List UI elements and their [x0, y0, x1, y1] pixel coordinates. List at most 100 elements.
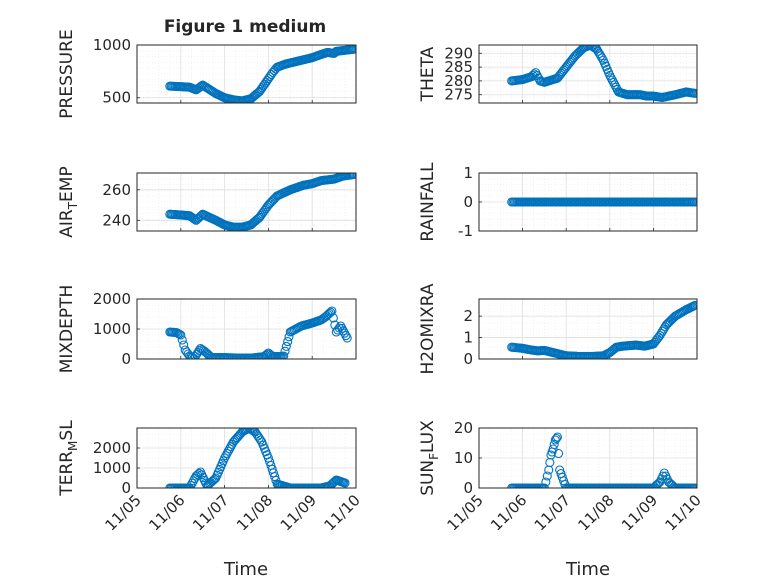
axes-box [478, 44, 698, 104]
data-point [550, 435, 560, 445]
y-tick-label: 20 [454, 419, 473, 437]
y-tick-label: -1 [458, 222, 473, 240]
x-tick-label: 11/06 [487, 491, 530, 534]
data-point [223, 446, 233, 456]
subplot-1: 500 1000 PRESSURE [57, 29, 357, 119]
y-tick-label: 0 [463, 479, 473, 497]
data-point [221, 451, 231, 461]
x-tick-label: 11/05 [444, 491, 487, 534]
y-tick-label: 500 [102, 89, 131, 107]
marker-group [507, 197, 697, 207]
x-axis-label-left: Time [223, 559, 268, 580]
data-point [280, 346, 290, 356]
marker-group [165, 306, 352, 359]
data-point [552, 432, 563, 442]
x-tick-label: 11/07 [189, 491, 232, 534]
data-point [277, 481, 287, 488]
y-tick-label: 0 [121, 350, 131, 368]
x-tick-label: 11/09 [618, 491, 661, 534]
data-point [327, 306, 337, 316]
data-point [594, 49, 604, 59]
data-point [273, 479, 284, 488]
y-axis-label: MIXDEPTH [57, 285, 77, 374]
subplot-4: -1 0 1 RAINFALL [418, 162, 698, 242]
data-point [174, 329, 184, 339]
y-axis-label: TERRMSL [57, 420, 80, 497]
data-point [177, 335, 187, 345]
data-point [690, 483, 697, 488]
y-tick-label: 280 [444, 72, 473, 90]
y-tick-label: 260 [102, 181, 131, 199]
data-point [220, 453, 230, 463]
x-tick-label: 11/07 [531, 491, 574, 534]
data-point [326, 307, 336, 317]
data-point [528, 70, 538, 80]
data-point [225, 444, 235, 454]
data-point [187, 478, 197, 488]
x-tick-label: 11/09 [277, 491, 320, 534]
data-point [272, 479, 282, 488]
subplot-3: 240 260 AIRTEMP [57, 166, 357, 238]
data-point [176, 330, 186, 340]
data-point [605, 70, 615, 80]
data-point [222, 448, 232, 458]
data-point [349, 173, 356, 180]
axes-box [136, 44, 357, 104]
data-point [338, 326, 348, 336]
figure-title: Figure 1 medium [164, 17, 326, 37]
y-tick-label: 2 [463, 307, 473, 325]
data-point [548, 444, 558, 454]
data-point [690, 197, 697, 207]
axes-box [478, 172, 698, 232]
data-point [690, 88, 697, 98]
y-tick-label: 240 [102, 211, 131, 229]
y-axis-label: THETA [418, 46, 438, 102]
axes-box [136, 427, 357, 489]
axes-box [478, 427, 698, 489]
axes-box [136, 172, 357, 232]
y-tick-label: 0 [463, 350, 473, 368]
marker-group [165, 173, 356, 231]
x-tick-label: 11/10 [321, 491, 364, 534]
data-point [204, 350, 214, 359]
data-point [328, 313, 338, 323]
data-point [185, 351, 195, 359]
y-tick-label: 0 [121, 479, 131, 497]
data-point [341, 331, 351, 341]
marker-group [507, 432, 697, 488]
data-point [607, 75, 617, 85]
x-tick-label: 11/08 [574, 491, 617, 534]
data-point [554, 448, 564, 459]
data-point [541, 477, 551, 487]
data-point [596, 51, 606, 61]
data-point [188, 476, 199, 486]
y-axis-label: RAINFALL [418, 162, 438, 242]
data-point [606, 73, 616, 83]
data-point [610, 80, 620, 90]
data-point [255, 435, 266, 445]
data-point [185, 483, 195, 488]
data-point [284, 332, 294, 342]
x-tick-label: 11/10 [662, 491, 705, 534]
y-tick-label: 1000 [93, 320, 131, 338]
y-tick-label: 290 [444, 44, 473, 62]
marker-group [165, 428, 350, 488]
data-point [549, 439, 559, 450]
marker-group [165, 45, 356, 103]
y-tick-label: 0 [463, 193, 473, 211]
x-tick-label: 11/06 [145, 491, 188, 534]
data-point [542, 471, 552, 481]
y-tick-label: 275 [444, 86, 473, 104]
data-point [342, 333, 352, 343]
data-point [275, 480, 285, 488]
y-tick-label: 1 [463, 329, 473, 347]
data-point [196, 81, 206, 91]
data-point [186, 481, 196, 488]
data-point [276, 480, 286, 488]
subplot-6: 0 1 2 H2OMIXRA [418, 283, 698, 375]
x-axis-label-right: Time [565, 559, 610, 580]
y-axis-label: SUNFLUX [418, 420, 441, 496]
